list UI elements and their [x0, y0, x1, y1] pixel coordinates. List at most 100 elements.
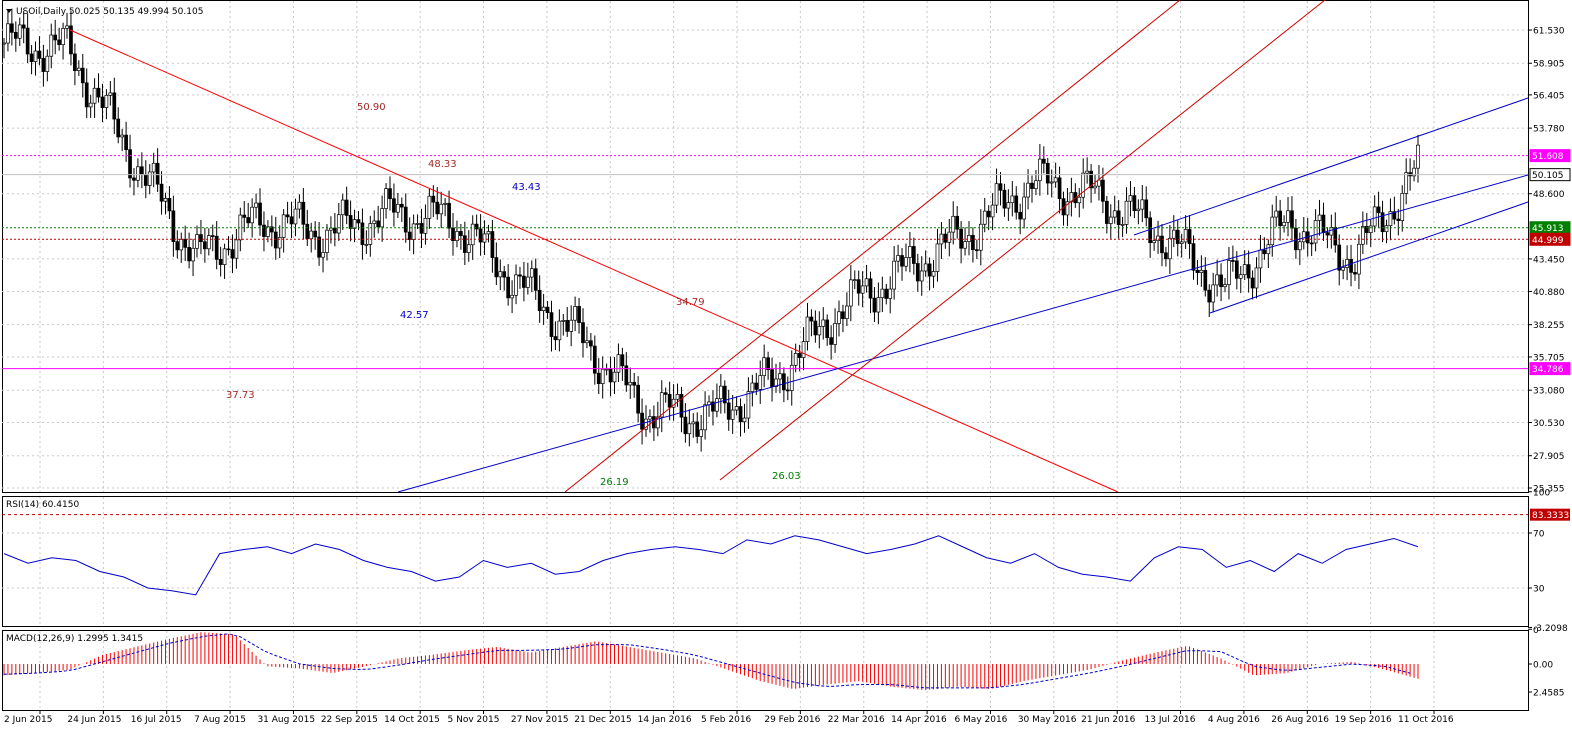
- candle-body: [13, 32, 18, 39]
- candle-body: [522, 275, 526, 288]
- candle-body: [577, 306, 581, 323]
- candle-body: [1085, 170, 1089, 174]
- candle-body: [1168, 237, 1172, 260]
- candle-body: [868, 278, 873, 299]
- candle-body: [459, 231, 463, 237]
- price-marker-label: 44.999: [1532, 236, 1564, 246]
- candle-body: [210, 235, 215, 237]
- candle-body: [163, 198, 168, 202]
- candle-body: [730, 409, 735, 420]
- candle-body: [171, 210, 176, 242]
- x-tick-label: 21 Jun 2016: [1081, 715, 1135, 725]
- candle-body: [1361, 226, 1365, 245]
- candle-body: [754, 382, 759, 390]
- candle-body: [1191, 243, 1196, 271]
- candle-body: [1002, 189, 1007, 209]
- rsi-tick-label: 70: [1533, 530, 1545, 540]
- candle-body: [1018, 211, 1023, 220]
- candle-body: [384, 188, 388, 209]
- candle-body: [116, 118, 121, 138]
- candle-body: [722, 385, 727, 404]
- candle-body: [92, 87, 97, 104]
- trendline: [719, 0, 1326, 481]
- candle-body: [758, 375, 763, 390]
- price-marker-box: [1529, 362, 1571, 376]
- candle-body: [1140, 199, 1145, 210]
- x-tick-label: 7 Aug 2015: [194, 715, 246, 725]
- x-tick-label: 29 Feb 2016: [764, 715, 820, 725]
- candle-body: [900, 255, 904, 267]
- candle-body: [329, 227, 333, 231]
- candle-body: [321, 252, 325, 258]
- candle-body: [904, 257, 908, 267]
- candle-body: [1152, 240, 1156, 244]
- candle-body: [1124, 200, 1129, 225]
- candle-body: [1341, 267, 1346, 271]
- candle-body: [502, 271, 507, 278]
- y-tick-label: 56.405: [1533, 91, 1565, 101]
- candle-body: [462, 235, 467, 253]
- candle-body: [848, 279, 853, 307]
- candle-body: [982, 210, 987, 225]
- candle-body: [250, 206, 254, 224]
- candle-body: [1057, 177, 1062, 200]
- candle-body: [746, 391, 751, 419]
- candle-body: [774, 378, 778, 387]
- candle-body: [510, 294, 514, 299]
- candle-body: [549, 312, 554, 337]
- candle-body: [675, 394, 680, 400]
- candle-body: [766, 357, 770, 370]
- chart-annotation: 34.79: [676, 297, 705, 308]
- candle-body: [600, 368, 605, 384]
- candle-body: [1329, 227, 1334, 236]
- candle-body: [1416, 144, 1420, 169]
- candle-body: [69, 25, 73, 55]
- candle-body: [655, 416, 660, 429]
- candle-body: [1128, 195, 1133, 202]
- candle-body: [10, 23, 14, 33]
- candle-body: [963, 241, 967, 249]
- candle-body: [1203, 269, 1208, 291]
- rsi-marker-label: 83.3333: [1532, 511, 1569, 521]
- candle-body: [25, 27, 30, 55]
- candle-body: [1104, 200, 1109, 224]
- candle-body: [423, 217, 428, 234]
- trendline: [1133, 97, 1529, 236]
- candle-body: [415, 223, 420, 225]
- candle-body: [975, 249, 979, 252]
- candle-body: [1353, 272, 1357, 275]
- candle-body: [399, 203, 404, 208]
- price-marker-box: [1529, 168, 1571, 182]
- candle-body: [6, 23, 10, 44]
- candle-body: [805, 316, 810, 342]
- candle-body: [659, 392, 664, 418]
- candle-body: [1238, 274, 1243, 279]
- candle-body: [683, 416, 688, 435]
- candle-body: [301, 201, 306, 225]
- candle-body: [1376, 206, 1381, 214]
- y-tick-label: 58.905: [1533, 60, 1565, 70]
- candle-body: [29, 53, 34, 63]
- candle-body: [541, 306, 546, 312]
- candle-body: [155, 162, 160, 185]
- candle-body: [908, 246, 912, 258]
- candle-body: [1301, 231, 1306, 243]
- candle-body: [971, 235, 975, 251]
- rsi-marker-box: [1530, 508, 1570, 521]
- candle-body: [494, 257, 499, 278]
- candle-body: [65, 25, 69, 29]
- y-tick-label: 61.530: [1533, 27, 1565, 37]
- trendline: [564, 0, 1181, 493]
- candle-body: [793, 353, 798, 366]
- candle-body: [1081, 172, 1086, 198]
- candle-body: [624, 365, 629, 386]
- candle-body: [667, 394, 672, 408]
- candle-body: [203, 241, 207, 250]
- candle-body: [305, 223, 310, 240]
- candle-body: [1337, 244, 1342, 271]
- chart-title: USOil,Daily 50.025 50.135 49.994 50.105: [16, 7, 203, 17]
- candle-body: [1219, 274, 1223, 288]
- x-tick-label: 21 Dec 2015: [574, 715, 632, 725]
